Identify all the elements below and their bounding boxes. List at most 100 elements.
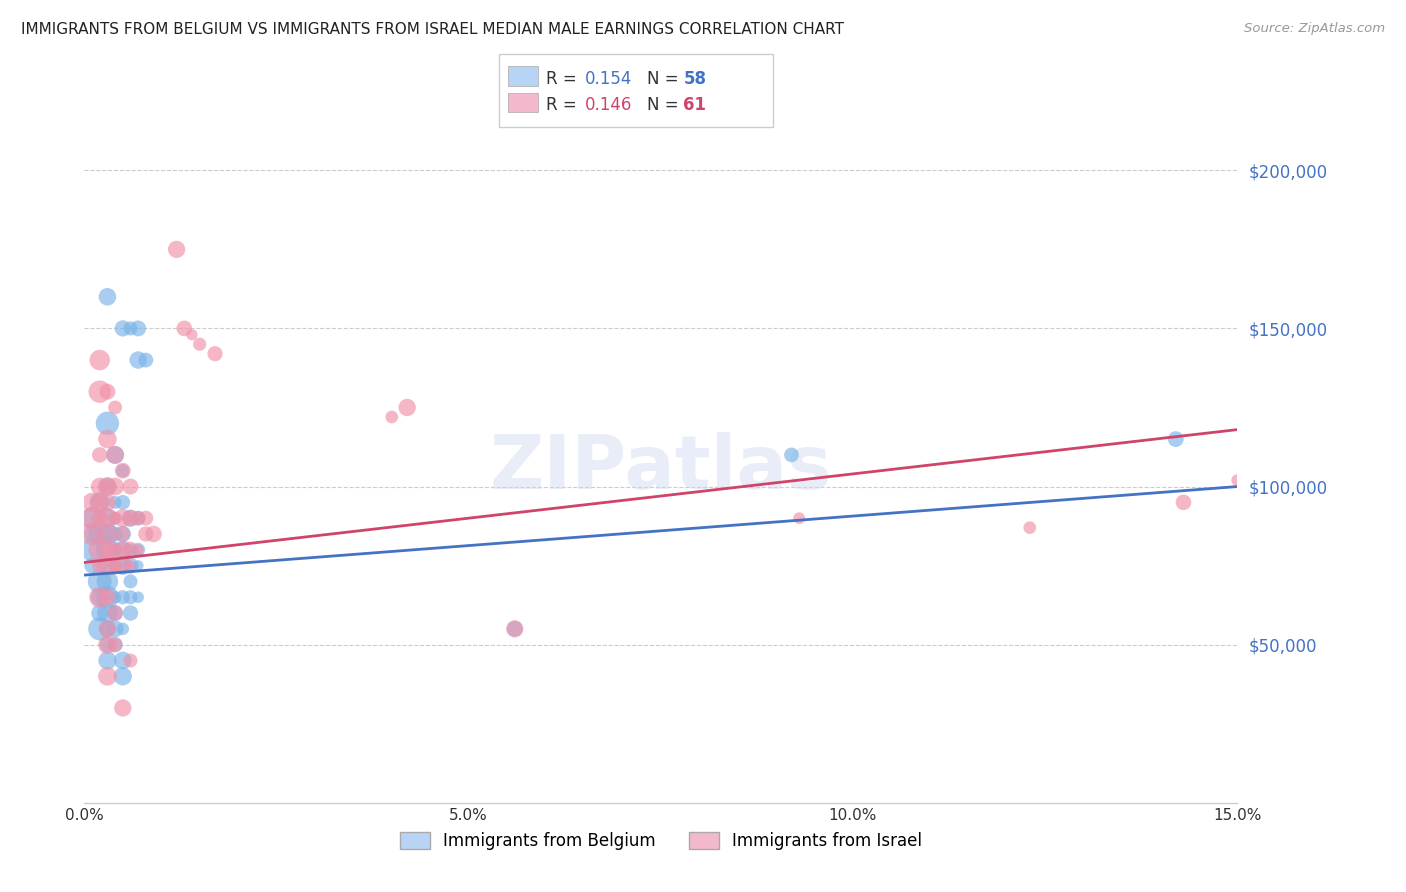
Point [127, 558, 149, 573]
Point [120, 558, 142, 573]
Point [96, 638, 118, 652]
Point [104, 542, 127, 557]
Point [96, 417, 118, 431]
Point [166, 243, 188, 257]
Point [104, 511, 127, 525]
Point [96, 558, 118, 573]
Text: 58: 58 [683, 70, 706, 87]
Point [111, 464, 134, 478]
Point [104, 558, 127, 573]
Point [89, 495, 111, 509]
Point [80, 527, 103, 541]
Text: 0.146: 0.146 [585, 96, 633, 114]
Point [96, 574, 118, 589]
Text: 0.154: 0.154 [585, 70, 633, 87]
Point [780, 448, 803, 462]
Point [111, 622, 134, 636]
Point [104, 495, 127, 509]
Point [80, 495, 103, 509]
Point [120, 511, 142, 525]
Point [96, 290, 118, 304]
Point [96, 622, 118, 636]
Point [120, 606, 142, 620]
Point [96, 527, 118, 541]
Point [127, 353, 149, 368]
Point [111, 653, 134, 667]
Point [96, 542, 118, 557]
Point [111, 511, 134, 525]
Point [89, 384, 111, 399]
Point [120, 321, 142, 335]
Point [80, 542, 103, 557]
Text: R =: R = [546, 70, 582, 87]
Point [80, 558, 103, 573]
Point [104, 527, 127, 541]
Point [96, 479, 118, 493]
Text: R =: R = [546, 96, 582, 114]
Point [1226, 473, 1249, 487]
Point [111, 321, 134, 335]
Point [120, 542, 142, 557]
Point [111, 542, 134, 557]
Text: N =: N = [647, 70, 683, 87]
Point [111, 542, 134, 557]
Point [104, 542, 127, 557]
Point [127, 542, 149, 557]
Point [96, 638, 118, 652]
Point [120, 591, 142, 605]
Point [96, 495, 118, 509]
Point [120, 653, 142, 667]
Point [104, 401, 127, 415]
Point [111, 527, 134, 541]
Point [96, 479, 118, 493]
Point [96, 558, 118, 573]
Point [381, 409, 404, 424]
Point [96, 542, 118, 557]
Point [127, 511, 149, 525]
Point [111, 669, 134, 683]
Point [89, 558, 111, 573]
Point [104, 591, 127, 605]
Point [127, 511, 149, 525]
Point [787, 511, 810, 525]
Point [96, 591, 118, 605]
Point [89, 574, 111, 589]
Point [96, 622, 118, 636]
Point [89, 495, 111, 509]
Point [104, 606, 127, 620]
Point [89, 353, 111, 368]
Point [111, 527, 134, 541]
Text: Source: ZipAtlas.com: Source: ZipAtlas.com [1244, 22, 1385, 36]
Point [120, 479, 142, 493]
Point [111, 464, 134, 478]
Point [127, 542, 149, 557]
Point [89, 622, 111, 636]
Point [89, 448, 111, 462]
Point [1018, 521, 1040, 535]
Point [135, 511, 157, 525]
Point [142, 527, 165, 541]
Point [104, 638, 127, 652]
Point [89, 606, 111, 620]
Point [127, 591, 149, 605]
Point [173, 321, 195, 335]
Point [89, 542, 111, 557]
Point [96, 511, 118, 525]
Point [127, 321, 149, 335]
Point [104, 479, 127, 493]
Point [89, 591, 111, 605]
Point [104, 511, 127, 525]
Point [96, 591, 118, 605]
Point [104, 448, 127, 462]
Point [104, 558, 127, 573]
Text: IMMIGRANTS FROM BELGIUM VS IMMIGRANTS FROM ISRAEL MEDIAN MALE EARNINGS CORRELATI: IMMIGRANTS FROM BELGIUM VS IMMIGRANTS FR… [21, 22, 844, 37]
Point [80, 527, 103, 541]
Point [111, 495, 134, 509]
Point [104, 448, 127, 462]
Point [396, 401, 419, 415]
Point [89, 591, 111, 605]
Point [89, 511, 111, 525]
Point [120, 542, 142, 557]
Point [104, 622, 127, 636]
Point [503, 622, 526, 636]
